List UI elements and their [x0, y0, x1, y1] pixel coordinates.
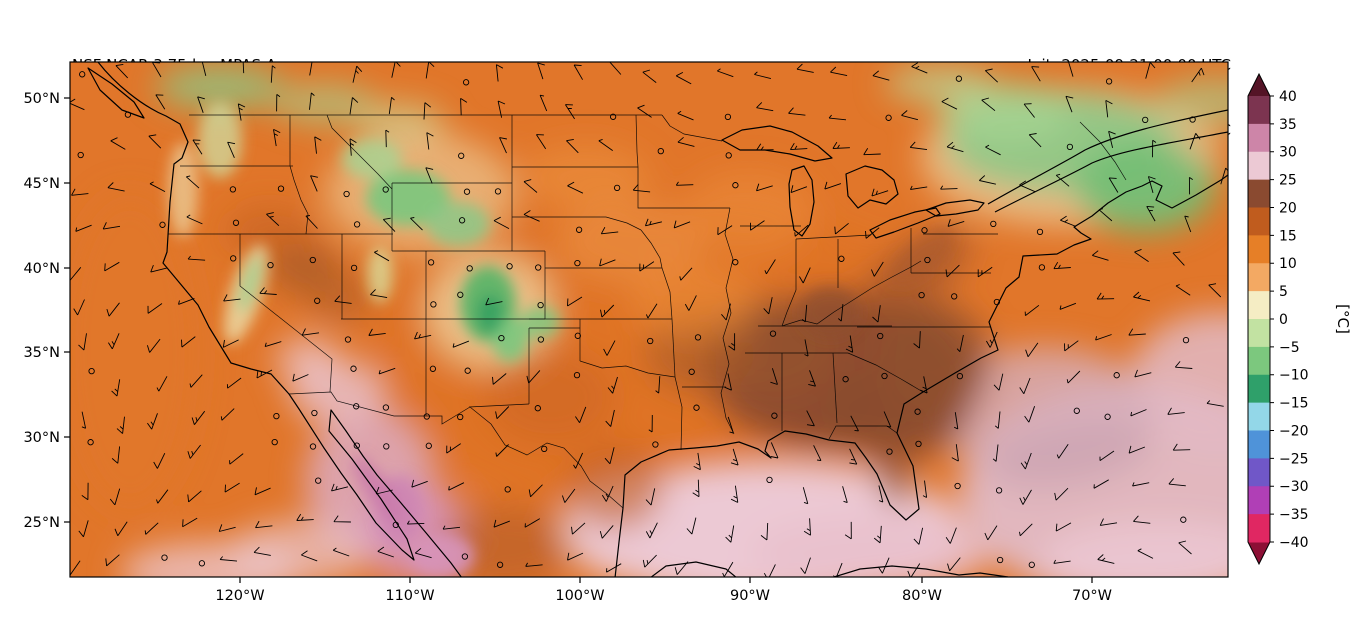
border-path [326, 114, 393, 190]
colorbar-tick-label: −25 [1279, 451, 1309, 467]
colorbar-tick-label: 40 [1279, 89, 1297, 105]
border-path [637, 167, 730, 209]
colorbar-tick-label: 0 [1279, 312, 1288, 328]
colorbar-unit-label: [°C] [1334, 304, 1352, 334]
coastline-path [97, 62, 463, 577]
border-path [720, 207, 735, 435]
colorbar-segment [1248, 151, 1270, 181]
x-tick-label: 70°W [1072, 588, 1112, 604]
coastline-path [845, 165, 899, 209]
colorbar-segment [1248, 486, 1270, 515]
border-path [661, 267, 673, 320]
coastline-path [994, 131, 1228, 213]
border-path [512, 216, 642, 231]
state-borders [168, 114, 1127, 509]
border-path [828, 425, 898, 440]
border-path [288, 391, 624, 509]
colorbar-segment [1248, 514, 1270, 543]
border-path [781, 239, 797, 327]
x-tick-label: 80°W [902, 588, 942, 604]
colorbar-tick-label: −15 [1279, 396, 1309, 412]
colorbar: 40 35 30 25 20 15 10 5 0 −5 −10 −15 −20 −25 −30 −35 −40 [… [1247, 72, 1352, 566]
colorbar-tick-label: 30 [1279, 145, 1297, 161]
border-path [1079, 121, 1127, 181]
border-path [640, 229, 663, 269]
colorbar-tick-label: −10 [1279, 368, 1309, 384]
colorbar-segment [1248, 235, 1270, 264]
border-path [671, 318, 676, 378]
coastline-path [833, 565, 1009, 577]
coastline-path [614, 174, 1228, 577]
y-tick-label: 35°N [23, 345, 60, 361]
x-tick-label: 90°W [730, 588, 770, 604]
colorbar-over-arrow [1248, 74, 1270, 96]
colorbar-segment [1248, 207, 1270, 236]
colorbar-segment [1248, 123, 1270, 153]
border-path [579, 360, 676, 378]
colorbar-tick-label: 25 [1279, 173, 1297, 189]
y-tick-label: 30°N [23, 430, 60, 446]
coastline-path [925, 199, 985, 217]
colorbar-segment [1248, 402, 1270, 432]
temp-blobs-detail [168, 102, 955, 577]
colorbar-tick-label: 5 [1279, 284, 1288, 300]
x-tick-label: 110°W [385, 588, 434, 604]
colorbar-segment [1248, 430, 1270, 459]
colorbar-tick-label: 15 [1279, 228, 1297, 244]
y-tick-label: 25°N [23, 515, 60, 531]
colorbar-tick-label: −5 [1279, 340, 1300, 356]
colorbar-segment [1248, 458, 1270, 487]
colorbar-tick-label: 10 [1279, 256, 1297, 272]
colorbar-segment [1248, 291, 1270, 320]
map-canvas [70, 62, 1228, 577]
border-path [847, 352, 924, 393]
x-tick-label: 120°W [215, 588, 264, 604]
y-axis-ticks: 50°N 45°N 40°N 35°N 30°N 25°N [23, 91, 70, 531]
colorbar-segment [1248, 319, 1270, 348]
colorbar-segment [1248, 374, 1270, 404]
x-axis-ticks: 120°W 110°W 100°W 90°W 80°W 70°W [215, 577, 1112, 604]
coastline-path [788, 165, 815, 237]
wind-barbs [70, 62, 1228, 577]
colorbar-segment [1248, 96, 1270, 125]
colorbar-tick-label: −30 [1279, 479, 1309, 495]
y-tick-label: 45°N [23, 176, 60, 192]
colorbar-segment [1248, 179, 1270, 209]
coastline-path [650, 561, 737, 577]
coastline-path [869, 207, 941, 239]
coastline-path [987, 109, 1228, 205]
border-path [795, 234, 872, 240]
colorbar-tick-label: −20 [1279, 423, 1309, 439]
border-path [661, 114, 723, 142]
x-tick-label: 100°W [555, 588, 604, 604]
colorbar-tick-label: 35 [1279, 117, 1297, 133]
border-path [832, 352, 838, 424]
colorbar-segment [1248, 263, 1270, 292]
border-path [635, 114, 639, 168]
colorbar-segment [1248, 346, 1270, 376]
border-path [674, 376, 683, 451]
border-path [239, 234, 333, 393]
border-path [289, 165, 309, 235]
coastline-path [87, 67, 145, 119]
map-frame [69, 61, 1229, 578]
border-path [781, 260, 922, 327]
border-path [468, 403, 530, 408]
y-tick-label: 40°N [23, 261, 60, 277]
y-tick-label: 50°N [23, 91, 60, 107]
colorbar-under-arrow [1248, 542, 1270, 564]
colorbar-tick-label: 20 [1279, 200, 1297, 216]
colorbar-tick-label: −40 [1279, 535, 1309, 551]
colorbar-tick-label: −35 [1279, 507, 1309, 523]
